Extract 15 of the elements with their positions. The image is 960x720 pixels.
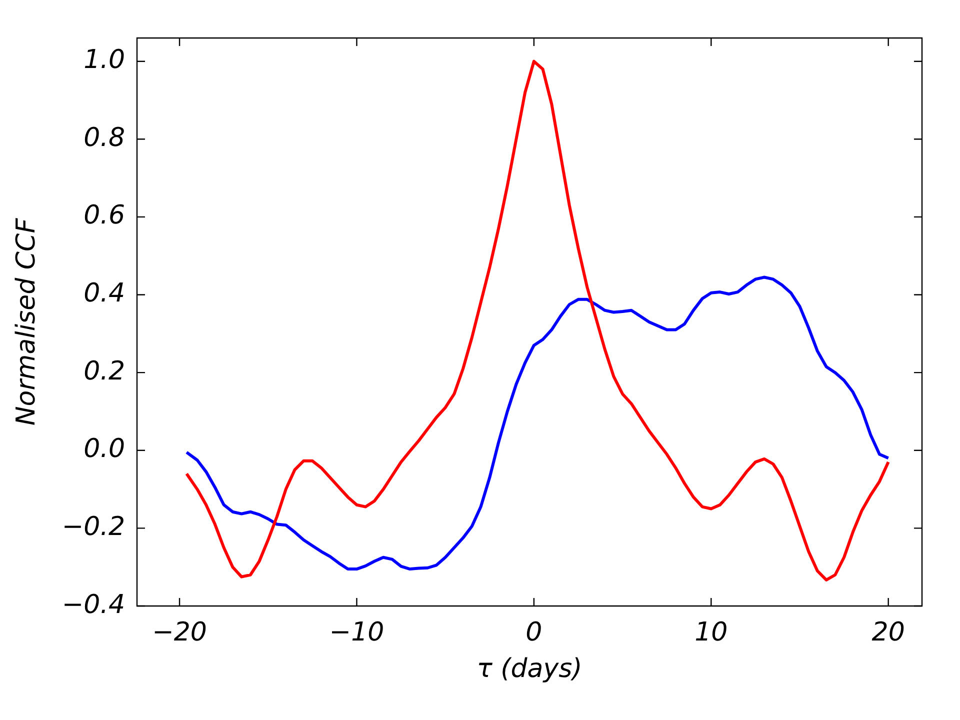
y-tick-label: 0.6 xyxy=(84,200,125,231)
y-tick-label: 0.0 xyxy=(84,434,125,464)
x-tick-label: 10 xyxy=(694,617,728,648)
y-axis-title: Normalised CCF xyxy=(11,217,42,426)
x-tick-label: 0 xyxy=(526,617,542,648)
y-tick-label: 0.4 xyxy=(84,278,125,309)
x-axis-title: τ (days) xyxy=(476,654,582,684)
y-tick-label: 1.0 xyxy=(84,45,125,76)
x-tick-label: 20 xyxy=(872,617,905,648)
x-tick-label: −10 xyxy=(329,617,384,648)
y-tick-label: −0.2 xyxy=(62,512,125,542)
y-tick-label: 0.8 xyxy=(84,122,125,153)
x-tick-label: −20 xyxy=(152,617,207,648)
y-tick-label: 0.2 xyxy=(84,356,125,386)
y-tick-label: −0.4 xyxy=(62,590,125,620)
